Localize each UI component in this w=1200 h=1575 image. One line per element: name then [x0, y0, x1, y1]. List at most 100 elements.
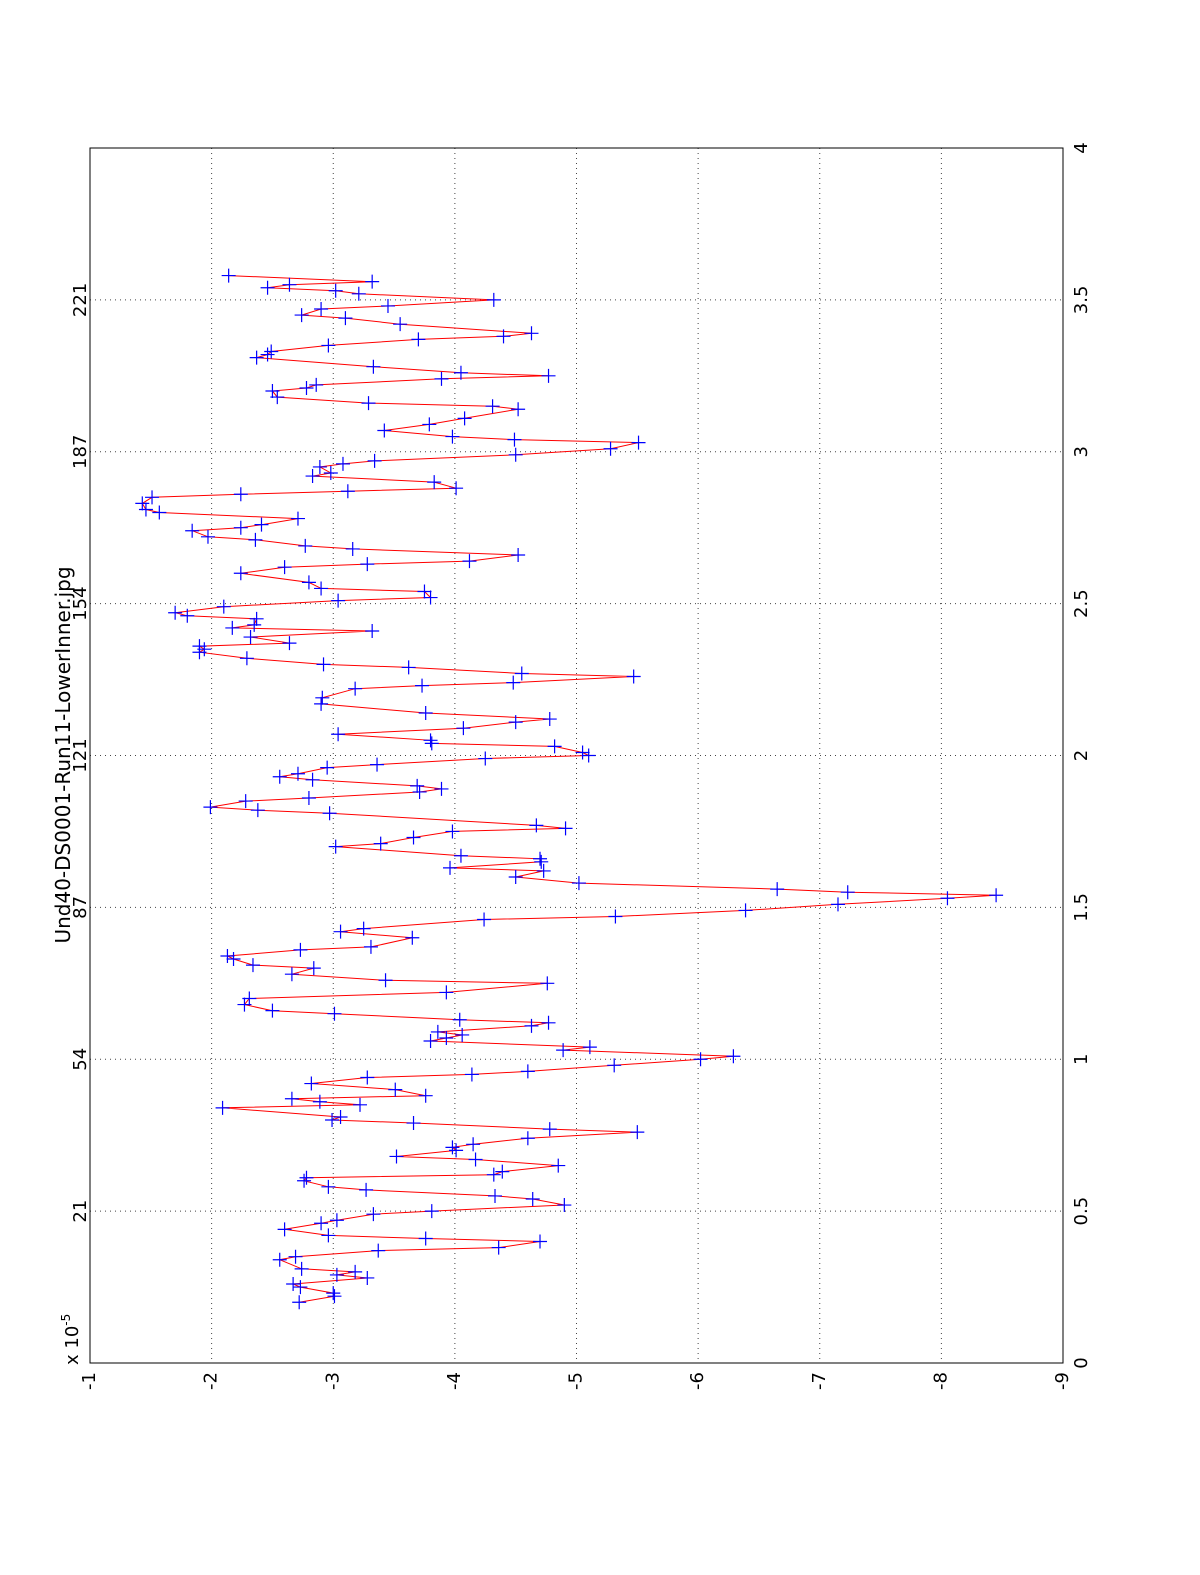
y-tick-label: -6	[687, 1372, 708, 1390]
data-marker	[455, 1027, 470, 1042]
data-marker	[249, 350, 264, 365]
y-tick-label: -7	[809, 1372, 830, 1390]
data-marker	[439, 1030, 454, 1045]
data-marker	[356, 921, 371, 936]
data-marker	[380, 298, 395, 313]
data-marker	[366, 359, 381, 374]
data-marker	[312, 1094, 327, 1109]
data-marker	[216, 599, 231, 614]
x-tick-label: 3	[1071, 446, 1092, 457]
data-marker	[581, 748, 596, 763]
data-marker	[298, 538, 313, 553]
data-marker	[401, 660, 416, 675]
data-marker	[321, 1179, 336, 1194]
data-marker	[301, 575, 316, 590]
y-tick-label: -4	[444, 1372, 465, 1390]
data-marker	[626, 669, 641, 684]
data-marker	[557, 1198, 572, 1213]
data-marker	[486, 1167, 501, 1182]
data-marker	[365, 274, 380, 289]
data-marker	[312, 459, 327, 474]
data-marker	[541, 368, 556, 383]
data-marker	[135, 496, 150, 511]
data-marker	[541, 1015, 556, 1030]
data-marker	[254, 517, 269, 532]
data-marker	[411, 332, 426, 347]
data-marker	[277, 1222, 292, 1237]
data-marker	[248, 532, 263, 547]
data-marker	[607, 1058, 622, 1073]
data-marker	[168, 605, 183, 620]
data-marker	[138, 502, 153, 517]
plot-frame	[89, 147, 1064, 1364]
data-marker	[260, 280, 275, 295]
data-marker	[359, 1182, 374, 1197]
data-marker	[415, 678, 430, 693]
data-marker	[524, 326, 539, 341]
data-marker	[508, 870, 523, 884]
data-marker	[424, 1204, 439, 1219]
data-marker	[422, 417, 437, 432]
data-marker	[152, 505, 167, 520]
data-marker	[511, 402, 526, 417]
data-marker	[321, 338, 336, 353]
x-tick-label: 0	[1071, 1357, 1092, 1368]
data-marker	[542, 712, 557, 727]
data-marker	[520, 1064, 535, 1079]
annotation: 187	[70, 435, 91, 469]
data-marker	[520, 1131, 535, 1146]
data-marker	[418, 1088, 433, 1103]
data-marker	[304, 1076, 319, 1091]
data-marker	[293, 942, 308, 957]
data-marker	[292, 1295, 307, 1310]
y-tick-label: -8	[930, 1372, 951, 1390]
data-marker	[282, 277, 297, 292]
data-marker	[314, 581, 329, 596]
data-marker	[340, 484, 355, 499]
data-marker	[456, 721, 471, 736]
data-marker	[575, 745, 590, 760]
data-marker	[418, 705, 433, 720]
offset-text: x 10-5	[59, 1314, 83, 1365]
data-marker	[412, 784, 427, 799]
data-marker	[297, 1173, 312, 1188]
data-marker	[478, 751, 493, 766]
data-marker	[361, 396, 376, 411]
x-tick-label: 4	[1071, 142, 1092, 153]
data-marker	[525, 1191, 540, 1206]
data-marker	[365, 623, 380, 638]
data-marker	[233, 520, 248, 535]
data-marker	[233, 566, 248, 581]
data-marker	[301, 791, 316, 806]
data-marker	[536, 863, 551, 878]
data-marker	[348, 681, 363, 696]
data-marker	[348, 1264, 363, 1279]
data-marker	[424, 736, 439, 751]
data-marker	[571, 876, 586, 891]
data-marker	[264, 344, 279, 359]
y-tick-label: -1	[79, 1372, 100, 1390]
data-marker	[293, 1280, 308, 1295]
y-tick-label: -3	[322, 1372, 343, 1390]
data-marker	[360, 1070, 375, 1085]
offset-base: x 10	[62, 1326, 83, 1365]
data-marker	[477, 912, 492, 927]
data-marker	[322, 806, 337, 821]
data-marker	[770, 882, 785, 897]
data-marker	[321, 1228, 336, 1243]
data-marker	[371, 1243, 386, 1258]
data-marker	[378, 973, 393, 988]
data-marker	[449, 1143, 464, 1158]
data-marker	[631, 435, 646, 450]
y-tick-label: -5	[566, 1372, 587, 1390]
data-marker	[377, 423, 392, 438]
x-tick-label: 1.5	[1071, 893, 1092, 922]
x-tick-label: 2	[1071, 750, 1092, 761]
data-marker	[192, 639, 207, 654]
data-marker	[434, 781, 449, 796]
data-marker	[495, 1164, 510, 1179]
data-marker	[373, 836, 388, 851]
data-marker	[524, 1018, 539, 1033]
data-marker	[325, 1113, 340, 1127]
